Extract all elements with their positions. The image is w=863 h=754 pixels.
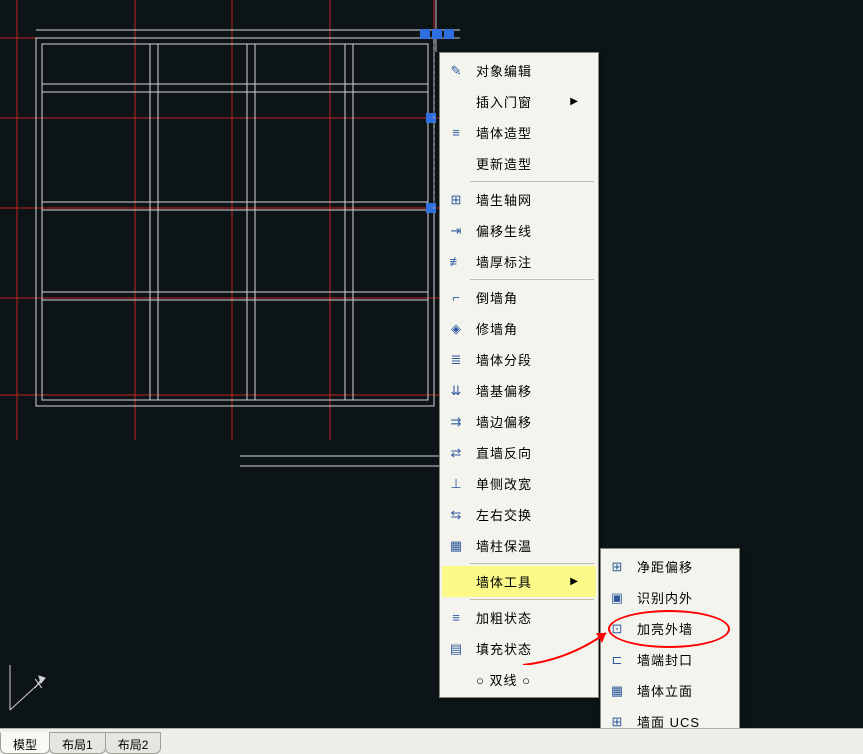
corner-icon: ⌐ <box>442 282 470 313</box>
edge-offset-icon: ⇉ <box>442 406 470 437</box>
tools-icon <box>442 566 470 597</box>
tab-layout2[interactable]: 布局2 <box>105 732 162 754</box>
menu-item-swap-lr[interactable]: ⇆ 左右交换 <box>442 499 596 530</box>
menu-label: 墙边偏移 <box>470 412 532 431</box>
menu-item-chamfer[interactable]: ⌐ 倒墙角 <box>442 282 596 313</box>
menu-item-base-offset[interactable]: ⇊ 墙基偏移 <box>442 375 596 406</box>
layout-tabstrip: 模型 布局1 布局2 <box>0 728 863 754</box>
menu-label: 左右交换 <box>470 505 532 524</box>
menu-label: 墙体立面 <box>631 681 693 700</box>
wall-context-menu: ✎ 对象编辑 插入门窗 ▶ ≡ 墙体造型 更新造型 ⊞ 墙生轴网 ⇥ 偏移生线 … <box>439 52 599 698</box>
menu-item-update-shape[interactable]: 更新造型 <box>442 148 596 179</box>
tab-label: 模型 <box>13 736 37 753</box>
menu-item-widen-side[interactable]: ⊥ 单侧改宽 <box>442 468 596 499</box>
submenu-item-cap-end[interactable]: ⊏ 墙端封口 <box>603 644 737 675</box>
highlight-ext-icon: ⊡ <box>603 613 631 644</box>
tab-model[interactable]: 模型 <box>0 732 50 754</box>
widen-icon: ⊥ <box>442 468 470 499</box>
detect-icon: ▣ <box>603 582 631 613</box>
thickness-icon: ≢ <box>442 246 470 277</box>
menu-label: 净距偏移 <box>631 557 693 576</box>
menu-item-insert-window[interactable]: 插入门窗 ▶ <box>442 86 596 117</box>
menu-label: 墙厚标注 <box>470 252 532 271</box>
menu-item-edge-offset[interactable]: ⇉ 墙边偏移 <box>442 406 596 437</box>
menu-item-fill-state[interactable]: ▤ 填充状态 <box>442 633 596 664</box>
menu-separator <box>470 279 594 280</box>
menu-item-fillet[interactable]: ◈ 修墙角 <box>442 313 596 344</box>
menu-item-reverse[interactable]: ⇄ 直墙反向 <box>442 437 596 468</box>
elev-icon: ▦ <box>603 675 631 706</box>
menu-label: 识别内外 <box>631 588 693 607</box>
menu-label: ○ 双线 ○ <box>470 670 531 689</box>
menu-label: 倒墙角 <box>470 288 518 307</box>
reverse-icon: ⇄ <box>442 437 470 468</box>
menu-item-offset-line[interactable]: ⇥ 偏移生线 <box>442 215 596 246</box>
edit-icon: ✎ <box>442 55 470 86</box>
menu-item-bold-state[interactable]: ≡ 加粗状态 <box>442 602 596 633</box>
menu-item-axis-from-wall[interactable]: ⊞ 墙生轴网 <box>442 184 596 215</box>
menu-separator <box>470 563 594 564</box>
swap-icon: ⇆ <box>442 499 470 530</box>
tab-layout1[interactable]: 布局1 <box>49 732 106 754</box>
axis-icon: ⊞ <box>442 184 470 215</box>
submenu-icon <box>442 86 470 117</box>
menu-item-segment[interactable]: ≣ 墙体分段 <box>442 344 596 375</box>
menu-label: 墙体造型 <box>470 123 532 142</box>
menu-label: 墙体工具 <box>470 572 532 591</box>
menu-label: 直墙反向 <box>470 443 532 462</box>
tab-label: 布局2 <box>118 736 149 753</box>
menu-item-wall-shape[interactable]: ≡ 墙体造型 <box>442 117 596 148</box>
submenu-arrow-icon: ▶ <box>560 96 578 107</box>
fill-icon: ▤ <box>442 633 470 664</box>
menu-label: 修墙角 <box>470 319 518 338</box>
menu-label: 墙端封口 <box>631 650 693 669</box>
cap-icon: ⊏ <box>603 644 631 675</box>
menu-label: 加亮外墙 <box>631 619 693 638</box>
clear-offset-icon: ⊞ <box>603 551 631 582</box>
submenu-arrow-icon: ▶ <box>560 576 578 587</box>
dline-icon <box>442 664 470 695</box>
menu-label: 墙生轴网 <box>470 190 532 209</box>
segment-icon: ≣ <box>442 344 470 375</box>
menu-label: 更新造型 <box>470 154 532 173</box>
ucs-x-label: X <box>34 676 43 691</box>
fillet-icon: ◈ <box>442 313 470 344</box>
base-offset-icon: ⇊ <box>442 375 470 406</box>
menu-label: 墙基偏移 <box>470 381 532 400</box>
refresh-icon <box>442 148 470 179</box>
menu-item-object-edit[interactable]: ✎ 对象编辑 <box>442 55 596 86</box>
menu-item-wall-tools[interactable]: 墙体工具 ▶ <box>442 566 596 597</box>
menu-label: 对象编辑 <box>470 61 532 80</box>
menu-item-double-line[interactable]: ○ 双线 ○ <box>442 664 596 695</box>
wall-tools-submenu: ⊞ 净距偏移 ▣ 识别内外 ⊡ 加亮外墙 ⊏ 墙端封口 ▦ 墙体立面 ⊞ 墙面 … <box>600 548 740 740</box>
tab-label: 布局1 <box>62 736 93 753</box>
offset-line-icon: ⇥ <box>442 215 470 246</box>
submenu-item-clear-offset[interactable]: ⊞ 净距偏移 <box>603 551 737 582</box>
submenu-item-detect-inout[interactable]: ▣ 识别内外 <box>603 582 737 613</box>
submenu-item-elevation[interactable]: ▦ 墙体立面 <box>603 675 737 706</box>
menu-item-thickness-dim[interactable]: ≢ 墙厚标注 <box>442 246 596 277</box>
menu-label: 加粗状态 <box>470 608 532 627</box>
wall-shape-icon: ≡ <box>442 117 470 148</box>
menu-label: 单侧改宽 <box>470 474 532 493</box>
bold-icon: ≡ <box>442 602 470 633</box>
submenu-item-highlight-exterior[interactable]: ⊡ 加亮外墙 <box>603 613 737 644</box>
menu-item-insulation[interactable]: ▦ 墙柱保温 <box>442 530 596 561</box>
menu-label: 插入门窗 <box>470 92 532 111</box>
menu-separator <box>470 181 594 182</box>
menu-label: 填充状态 <box>470 639 532 658</box>
menu-label: 偏移生线 <box>470 221 532 240</box>
menu-separator <box>470 599 594 600</box>
menu-label: 墙柱保温 <box>470 536 532 555</box>
menu-label: 墙体分段 <box>470 350 532 369</box>
insulate-icon: ▦ <box>442 530 470 561</box>
